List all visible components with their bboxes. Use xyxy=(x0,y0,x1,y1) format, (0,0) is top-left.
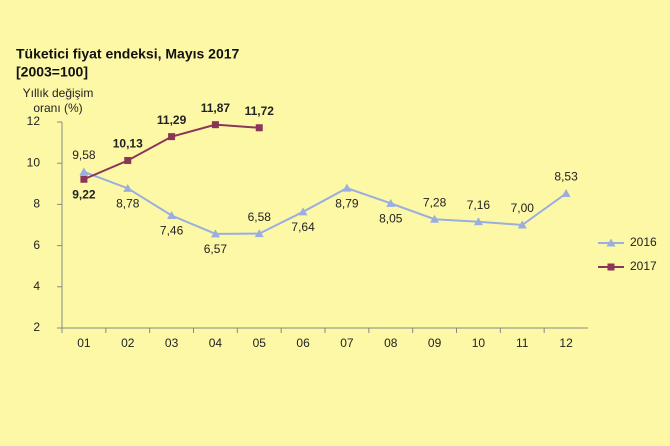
data-label: 8,78 xyxy=(116,197,140,211)
y-tick-label: 8 xyxy=(33,197,40,211)
data-label: 6,57 xyxy=(204,242,228,256)
data-label: 7,16 xyxy=(467,198,491,212)
x-tick-label: 12 xyxy=(559,336,573,350)
data-label: 10,13 xyxy=(113,137,143,151)
marker xyxy=(430,214,440,223)
marker xyxy=(168,133,176,141)
x-tick-label: 08 xyxy=(384,336,398,350)
data-label: 9,58 xyxy=(72,148,96,162)
chart-subtitle: [2003=100] xyxy=(16,64,88,80)
data-label: 8,79 xyxy=(335,196,359,210)
marker xyxy=(386,198,396,207)
y-axis-label: Yıllık değişim oranı (%) xyxy=(22,86,94,115)
x-tick-label: 01 xyxy=(77,336,91,350)
series-line xyxy=(83,123,260,181)
marker xyxy=(211,121,219,129)
marker xyxy=(607,263,615,271)
marker xyxy=(123,183,133,192)
x-tick-label: 02 xyxy=(121,336,135,350)
data-label: 7,64 xyxy=(291,220,315,234)
marker xyxy=(298,207,308,216)
marker xyxy=(254,229,264,238)
data-label: 7,00 xyxy=(511,201,535,215)
data-label: 8,53 xyxy=(554,170,578,184)
legend-label: 2016 xyxy=(630,235,657,249)
x-tick-label: 07 xyxy=(340,336,354,350)
marker xyxy=(342,183,352,192)
x-tick-label: 09 xyxy=(428,336,442,350)
series-line xyxy=(83,170,567,235)
x-tick-label: 05 xyxy=(253,336,267,350)
x-tick-label: 11 xyxy=(516,336,529,350)
y-tick-label: 6 xyxy=(33,238,40,252)
marker xyxy=(167,211,177,220)
marker xyxy=(80,175,88,183)
marker xyxy=(124,157,132,165)
x-tick-label: 03 xyxy=(165,336,179,350)
marker xyxy=(79,167,89,176)
data-label: 11,72 xyxy=(245,104,275,118)
chart-title: Tüketici fiyat endeksi, Mayıs 2017 xyxy=(16,46,240,62)
marker xyxy=(561,188,571,197)
marker xyxy=(606,238,616,247)
legend-label: 2017 xyxy=(630,259,657,273)
y-tick-label: 10 xyxy=(27,155,41,169)
x-tick-label: 04 xyxy=(209,336,223,350)
data-label: 8,05 xyxy=(379,212,403,226)
x-tick-label: 06 xyxy=(296,336,310,350)
marker xyxy=(473,217,483,226)
data-label: 6,58 xyxy=(248,210,272,224)
marker xyxy=(517,220,527,229)
marker xyxy=(255,124,263,132)
data-label: 11,29 xyxy=(157,113,187,127)
data-label: 7,28 xyxy=(423,195,447,209)
x-tick-label: 10 xyxy=(472,336,486,350)
data-label: 7,46 xyxy=(160,224,184,238)
y-tick-label: 2 xyxy=(33,320,40,334)
y-tick-label: 12 xyxy=(27,114,41,128)
marker xyxy=(210,229,220,238)
data-label: 9,22 xyxy=(72,187,96,201)
data-label: 11,87 xyxy=(201,101,231,115)
y-tick-label: 4 xyxy=(33,279,40,293)
